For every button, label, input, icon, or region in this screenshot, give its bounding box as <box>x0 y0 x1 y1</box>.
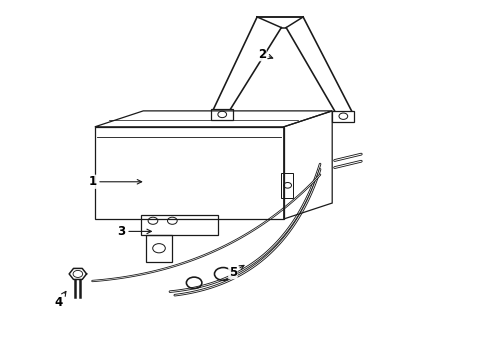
Text: 2: 2 <box>258 48 273 61</box>
Text: 3: 3 <box>118 225 151 238</box>
Text: 5: 5 <box>229 265 244 279</box>
Text: 1: 1 <box>88 175 142 188</box>
Text: 4: 4 <box>54 292 66 309</box>
